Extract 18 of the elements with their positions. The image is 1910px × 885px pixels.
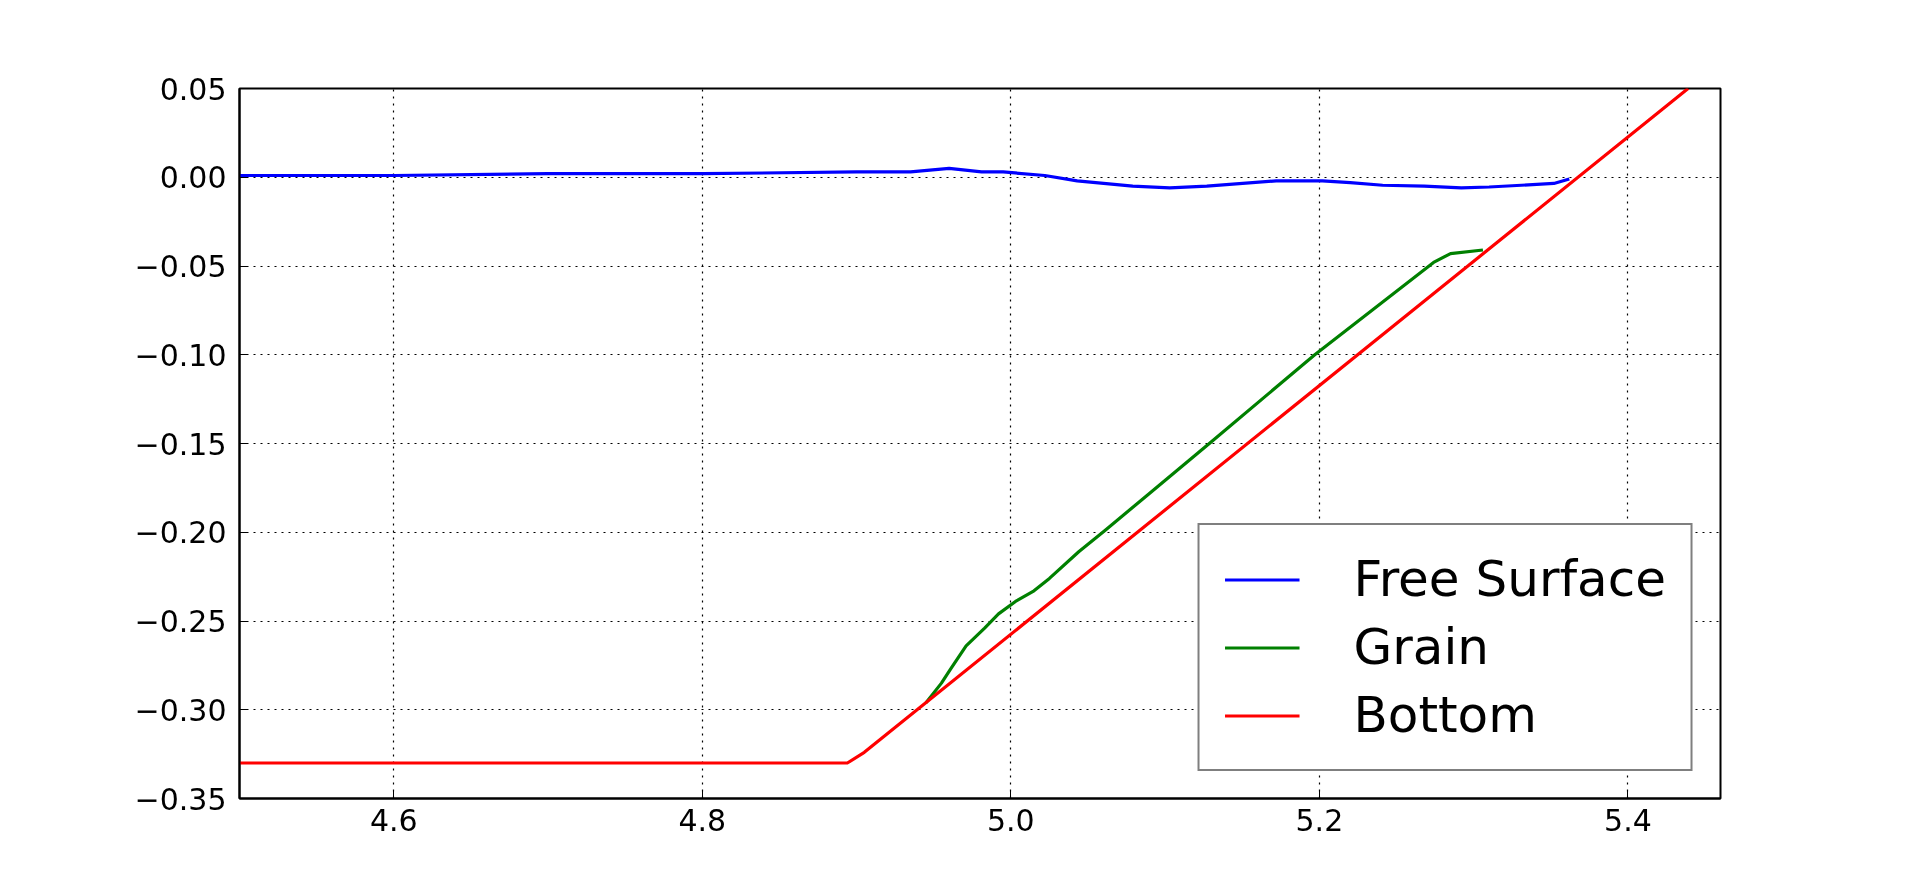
x-tick-label: 5.2: [1295, 802, 1344, 838]
line-series: [239, 166, 1571, 190]
y-tick-label: −0.10: [134, 337, 227, 373]
y-tick-label: 0.00: [159, 160, 227, 196]
y-tick-label: 0.05: [159, 71, 227, 107]
legend-label: Free Surface: [1353, 550, 1666, 608]
x-tick-label: 4.6: [369, 802, 418, 838]
legend-label: Grain: [1353, 618, 1490, 676]
y-tick-label: −0.25: [134, 604, 227, 639]
x-tick-label: 5.4: [1604, 802, 1652, 838]
x-tick-label: 4.8: [678, 802, 727, 838]
y-tick-label: −0.15: [134, 426, 227, 462]
x-tick-label: 5.0: [987, 802, 1035, 838]
legend-label: Bottom: [1353, 686, 1537, 744]
y-tick-label: −0.30: [134, 692, 227, 728]
y-tick-label: −0.05: [134, 249, 227, 284]
y-tick-label: −0.20: [134, 515, 227, 551]
y-tick-label: −0.35: [134, 781, 227, 817]
